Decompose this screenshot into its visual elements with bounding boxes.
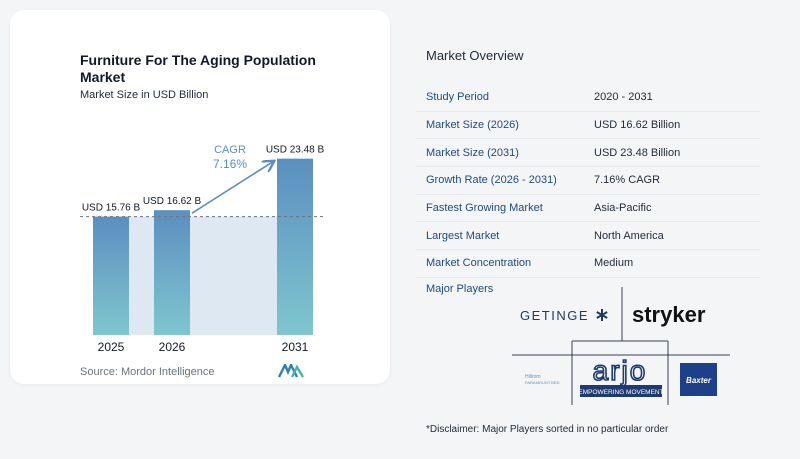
row-label: Market Size (2031)	[426, 146, 519, 159]
overview-title: Market Overview	[426, 48, 524, 63]
row-value: USD 16.62 Billion	[594, 119, 681, 132]
bar-2031	[277, 158, 313, 335]
overview-table: Study Period 2020 - 2031 Market Size (20…	[416, 84, 760, 278]
overview-row: Market Size (2031) USD 23.48 Billion	[416, 139, 760, 168]
stryker-wordmark: stryker	[632, 302, 706, 327]
data-label-2026: USD 16.62 B	[143, 196, 202, 207]
players-title: Major Players	[426, 283, 494, 295]
growth-shade	[129, 216, 277, 335]
overview-row: Growth Rate (2026 - 2031) 7.16% CAGR	[416, 167, 760, 195]
baxter-wordmark: Baxter	[686, 376, 712, 385]
x-tick-2025: 2025	[98, 340, 125, 354]
arjo-tagline-bar	[580, 385, 662, 397]
bar-2026	[154, 210, 190, 335]
row-value: 2020 - 2031	[594, 91, 653, 104]
row-value: USD 23.48 Billion	[594, 146, 681, 159]
row-value: Medium	[594, 257, 634, 270]
row-value: North America	[594, 229, 664, 242]
x-tick-2031: 2031	[282, 340, 309, 354]
row-label: Market Size (2026)	[426, 119, 519, 132]
source-note: Source: Mordor Intelligence	[80, 366, 215, 378]
stryker-logo: stryker	[632, 302, 706, 327]
overview-row: Fastest Growing Market Asia-Pacific	[416, 195, 760, 223]
arjo-tagline: EMPOWERING MOVEMENT	[578, 389, 663, 396]
overview-row: Largest Market North America	[416, 222, 760, 251]
row-label: Largest Market	[426, 229, 500, 242]
row-label: Growth Rate (2026 - 2031)	[426, 174, 557, 187]
hillrom-logo: Hillrom PARAMOUNT BED	[525, 374, 560, 385]
overview-row: Market Size (2026) USD 16.62 Billion	[416, 112, 760, 140]
cagr-label: CAGR	[214, 144, 246, 156]
arjo-logo: arjo EMPOWERING MOVEMENT	[578, 354, 664, 397]
data-label-2025: USD 15.76 B	[82, 203, 141, 214]
cagr-value: 7.16%	[213, 157, 247, 171]
row-label: Study Period	[426, 91, 489, 104]
getinge-wordmark: GETINGE	[520, 308, 589, 323]
overview-row: Study Period 2020 - 2031	[416, 84, 760, 112]
baxter-badge	[680, 363, 717, 396]
bar-chart: USD 15.76 B 2025 USD 16.62 B 2026 USD 23.48 …	[80, 144, 325, 354]
row-label: Market Concentration	[426, 257, 532, 270]
row-value: 7.16% CAGR	[594, 174, 661, 187]
disclaimer: *Disclaimer: Major Players sorted in no …	[426, 424, 669, 435]
row-value: Asia-Pacific	[594, 202, 652, 215]
mordor-logo-icon	[278, 364, 304, 378]
chart-subtitle: Market Size in USD Billion	[80, 89, 209, 101]
asterisk-icon	[596, 309, 608, 321]
hillrom-line-1: Hillrom	[525, 374, 541, 380]
x-tick-2026: 2026	[159, 340, 186, 354]
bar-2025	[93, 216, 129, 335]
row-label: Fastest Growing Market	[426, 202, 543, 215]
overview-row: Market Concentration Medium	[416, 250, 760, 278]
data-label-2031: USD 23.48 B	[266, 145, 325, 156]
baxter-logo: Baxter	[680, 363, 717, 396]
arjo-wordmark: arjo	[593, 355, 648, 386]
chart-title: Furniture For The Aging Population Marke…	[80, 52, 316, 85]
hillrom-line-2: PARAMOUNT BED	[525, 380, 560, 385]
cagr-arrow	[191, 162, 273, 214]
getinge-logo: GETINGE	[520, 308, 608, 323]
